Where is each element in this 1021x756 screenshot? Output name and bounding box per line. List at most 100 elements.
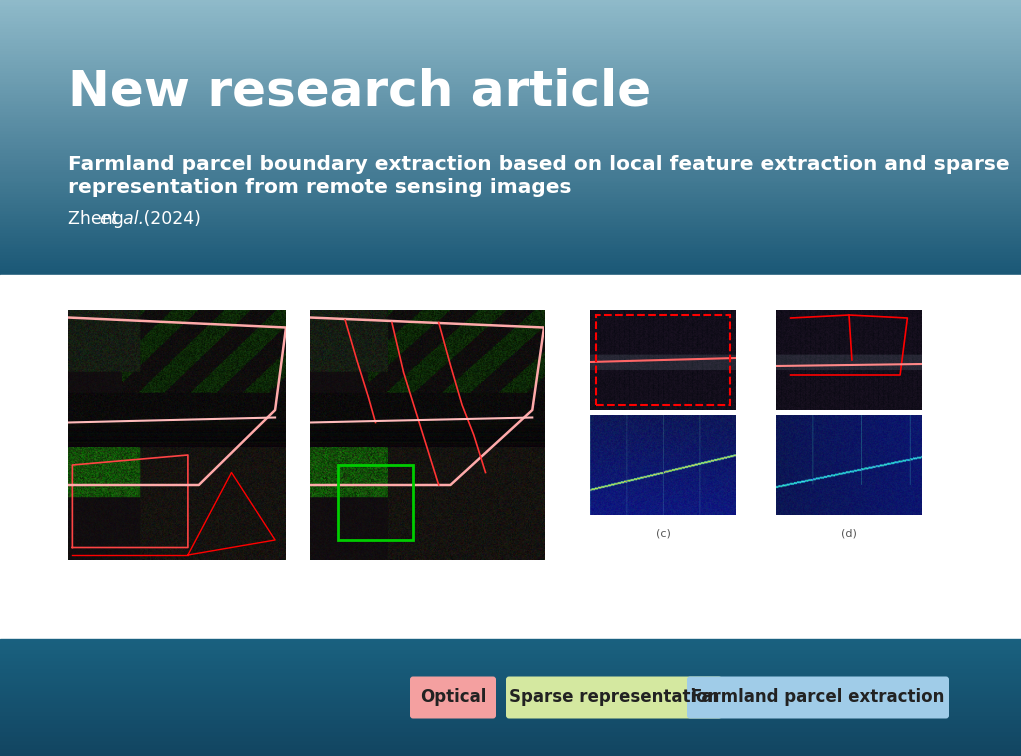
Bar [0,27,1021,30]
Bar [0,228,1021,231]
Bar [0,750,1021,752]
Bar [0,692,1021,693]
Bar [0,655,1021,656]
Bar [0,723,1021,725]
Bar [0,36,1021,39]
Bar [0,688,1021,689]
Text: (a): (a) [655,424,671,434]
Bar [0,215,1021,217]
Bar [0,195,1021,198]
Bar [0,163,1021,165]
Text: (b): (b) [841,424,857,434]
Bar [0,66,1021,69]
Bar [0,129,1021,132]
Bar [0,154,1021,156]
Bar [0,647,1021,649]
Bar [0,665,1021,666]
Bar [0,52,1021,55]
Bar [0,225,1021,228]
Bar [0,135,1021,138]
Bar [0,264,1021,267]
Bar [0,151,1021,154]
Bar [0,256,1021,259]
Bar [0,223,1021,225]
Bar [0,160,1021,163]
Bar [0,14,1021,17]
Bar [0,727,1021,729]
Bar [0,74,1021,77]
Bar [0,234,1021,237]
Bar [0,217,1021,220]
Bar [0,661,1021,662]
Bar [0,259,1021,262]
Bar [0,682,1021,684]
Bar [0,17,1021,19]
FancyBboxPatch shape [687,677,949,718]
Bar [0,85,1021,88]
Bar [0,267,1021,269]
Bar [0,651,1021,652]
Bar [0,19,1021,22]
Bar [0,212,1021,215]
Bar [0,143,1021,146]
Bar [0,668,1021,671]
Text: Zheng: Zheng [68,210,130,228]
Bar [0,272,1021,275]
Bar [0,209,1021,212]
Bar [0,666,1021,668]
Bar [0,689,1021,692]
Bar [0,742,1021,745]
FancyBboxPatch shape [410,677,496,718]
Bar [0,708,1021,709]
Bar [0,121,1021,124]
Text: Farmland parcel extraction: Farmland parcel extraction [691,689,944,707]
Bar [0,165,1021,168]
Bar [0,49,1021,52]
Bar [0,662,1021,665]
Bar [0,168,1021,171]
Bar [0,754,1021,756]
Bar [0,57,1021,60]
Bar [0,220,1021,223]
Bar [0,69,1021,72]
Bar [0,656,1021,658]
Bar [0,171,1021,173]
Bar [0,693,1021,696]
Bar [0,717,1021,719]
Bar [0,118,1021,121]
Bar [0,686,1021,688]
Bar [0,141,1021,143]
Bar [0,721,1021,723]
Bar [0,253,1021,256]
Bar [0,684,1021,686]
Bar [0,262,1021,264]
Bar [0,33,1021,36]
Bar [0,5,1021,8]
Bar [0,79,1021,82]
Text: (c): (c) [655,529,671,539]
Bar [0,44,1021,47]
Bar [0,64,1021,66]
Bar [0,203,1021,206]
Bar [0,124,1021,126]
Bar [0,201,1021,203]
Bar [0,680,1021,682]
Bar [0,146,1021,148]
Bar [0,176,1021,178]
Bar [0,699,1021,702]
Bar [0,672,1021,674]
Bar [0,3,1021,5]
Bar [0,178,1021,181]
Bar [0,709,1021,711]
Bar [0,705,1021,708]
Bar [0,116,1021,118]
Bar [0,729,1021,730]
Bar [0,91,1021,94]
Bar [0,156,1021,160]
Bar [0,740,1021,742]
Bar [0,39,1021,42]
Bar [0,702,1021,703]
Bar [0,148,1021,151]
Bar [0,0,1021,3]
Bar [0,237,1021,239]
